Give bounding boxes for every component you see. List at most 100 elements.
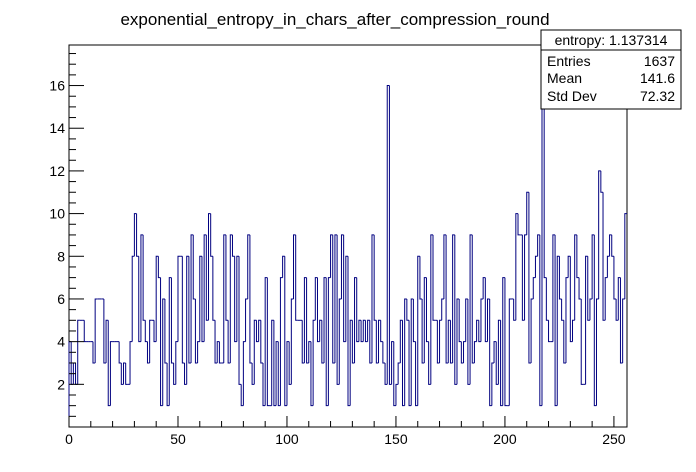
x-tick-label: 200 [493, 431, 517, 447]
y-tick-label: 6 [57, 291, 65, 307]
histogram-bin [314, 277, 318, 321]
histogram-bin [371, 234, 375, 363]
histogram-bin [166, 362, 170, 407]
histogram-bin [432, 234, 436, 321]
histogram-bin [338, 298, 342, 385]
stats-stddev-label: Std Dev [547, 88, 597, 104]
histogram-bin [393, 341, 396, 407]
histogram-bin [271, 319, 274, 406]
histogram-bin [103, 298, 107, 364]
histogram-bin [266, 277, 270, 407]
histogram-bin [537, 234, 540, 257]
histogram-bin [77, 319, 80, 385]
histogram-bin [264, 277, 268, 406]
histogram-bin [247, 234, 250, 299]
x-tick-label: 100 [275, 431, 299, 447]
histogram-bin [463, 341, 466, 363]
histogram-bin [482, 277, 486, 299]
histogram-bin [122, 362, 126, 385]
histogram-bin [445, 234, 449, 364]
histogram-bin [153, 320, 157, 343]
axes: 0 50 100 150 200 250 2 4 6 8 10 12 14 16 [49, 53, 626, 447]
histogram-bin [188, 256, 192, 364]
histogram-bin [125, 362, 128, 385]
histogram-bin [617, 277, 621, 321]
histogram-bin [447, 319, 451, 363]
x-tick-label: 50 [170, 431, 186, 447]
histogram-bin [576, 234, 580, 279]
histogram-bin [231, 234, 235, 257]
histogram-bin [404, 298, 407, 406]
histogram-bin [548, 320, 551, 343]
histogram-bin [465, 298, 468, 342]
histogram-bin [138, 256, 141, 343]
histogram-bin [580, 298, 584, 385]
stats-entries-value: 1637 [644, 53, 675, 69]
histogram-bin [92, 341, 96, 364]
histogram-bin [517, 213, 521, 236]
histogram-bin [502, 277, 505, 406]
histogram-bin [500, 320, 503, 407]
histogram-bin [587, 256, 590, 321]
histogram-bin [497, 319, 501, 385]
histogram-bin [423, 277, 427, 363]
histogram-bin [229, 234, 233, 363]
histogram-bin [508, 298, 512, 406]
histogram-bin [609, 234, 612, 257]
histogram-bin [378, 319, 381, 363]
histogram-bin [306, 277, 309, 364]
histogram-bin [367, 319, 370, 342]
histogram-bin [408, 320, 412, 407]
histogram-bin [624, 213, 627, 299]
histogram-bin [293, 234, 296, 299]
histogram-bin [569, 256, 573, 343]
histogram-bin [415, 341, 418, 407]
histogram-bin [142, 234, 146, 321]
histogram-bin [572, 319, 575, 342]
histogram-bin [173, 362, 176, 385]
histogram-bin [401, 320, 405, 407]
histogram-bin [578, 277, 582, 300]
histogram-bin [279, 277, 283, 406]
y-tick-label: 8 [57, 248, 65, 264]
histogram-bin [295, 234, 298, 321]
histogram-bin [430, 234, 434, 385]
histogram-bin [330, 234, 333, 278]
histogram-bin [589, 298, 593, 321]
histogram-bin [604, 277, 608, 321]
histogram-bin [487, 298, 490, 342]
histogram-bin [513, 298, 516, 321]
histogram-bin [384, 362, 388, 385]
histogram-bin [369, 320, 372, 364]
histogram-bin [160, 277, 163, 407]
histogram-bin [336, 234, 340, 385]
histogram-bin [168, 277, 172, 406]
histogram-bin [469, 234, 473, 385]
histogram-bin [284, 256, 287, 407]
histogram-bin [201, 256, 205, 343]
histogram-bin [131, 255, 135, 342]
histogram-bin [107, 320, 111, 407]
x-tick-label: 250 [602, 431, 626, 447]
histogram-bin [449, 320, 453, 364]
histogram-bin [595, 298, 599, 406]
histogram-bin [585, 255, 588, 385]
histogram-bin [428, 341, 431, 385]
histogram-bin [556, 255, 560, 406]
histogram-bin [214, 320, 218, 364]
histogram-bin [530, 298, 534, 363]
histogram-bin [456, 298, 460, 385]
histogram-bin [554, 234, 558, 407]
histogram-bin [186, 255, 189, 385]
histogram-bin [532, 277, 536, 299]
histogram-bin [539, 234, 542, 407]
stats-mean-label: Mean [547, 70, 582, 86]
y-tick-label: 4 [57, 334, 65, 350]
histogram-bin [140, 234, 144, 342]
plot-area [68, 44, 628, 428]
histogram-bin [258, 319, 261, 342]
stats-entries-label: Entries [547, 53, 591, 69]
histogram-bin [190, 234, 194, 363]
histogram-bin [164, 298, 168, 364]
histogram-bin [120, 362, 124, 385]
